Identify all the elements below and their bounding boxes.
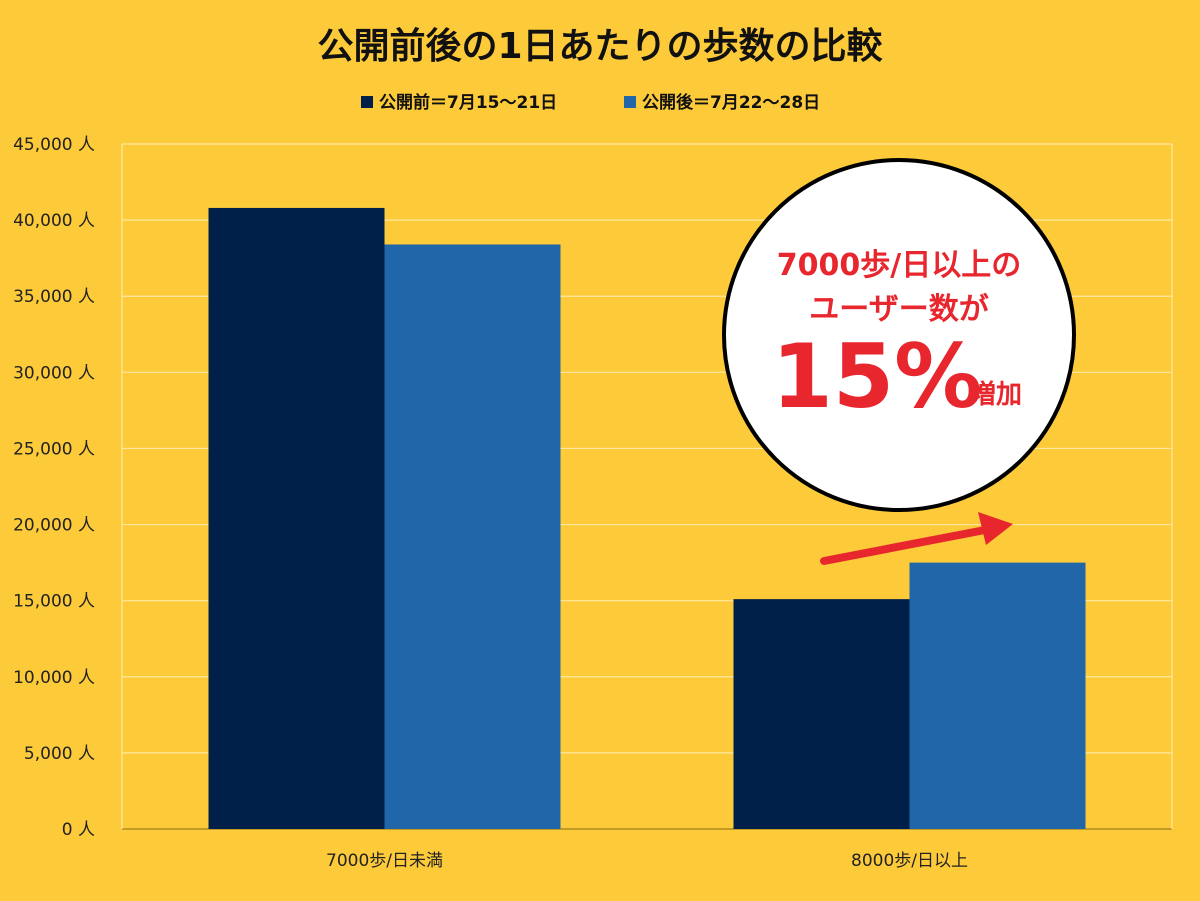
y-tick-label: 35,000 人 <box>13 287 95 307</box>
y-tick-label: 30,000 人 <box>13 363 95 383</box>
bar-before <box>208 207 385 829</box>
y-tick-label: 40,000 人 <box>13 211 95 231</box>
callout-bubble: 7000歩/日以上の ユーザー数が 15% 増加 <box>722 158 1076 512</box>
callout-line-1: 7000歩/日以上の <box>777 248 1021 283</box>
y-axis-ticks: 0 人 5,000 人 10,000 人 15,000 人 20,000 人 25,000… <box>13 135 95 840</box>
y-tick-label: 5,000 人 <box>24 744 95 764</box>
y-tick-label: 25,000 人 <box>13 439 95 459</box>
callout-circle <box>722 158 1076 512</box>
chart-title: 公開前後の1日あたりの歩数の比較 <box>317 26 883 67</box>
y-tick-label: 10,000 人 <box>13 668 95 688</box>
legend-label-before: 公開前＝7月15～21日 <box>379 92 557 113</box>
x-axis-labels: 7000歩/日未満 8000歩/日以上 <box>326 851 968 871</box>
bars <box>208 207 1086 829</box>
category-label: 7000歩/日未満 <box>326 851 443 871</box>
legend: 公開前＝7月15～21日 公開後＝7月22～28日 <box>361 92 820 113</box>
y-tick-label: 20,000 人 <box>13 516 95 536</box>
legend-label-after: 公開後＝7月22～28日 <box>642 92 820 113</box>
category-label: 8000歩/日以上 <box>851 851 968 871</box>
trend-arrow <box>820 512 1013 565</box>
y-tick-label: 0 人 <box>62 820 95 840</box>
y-tick-label: 45,000 人 <box>13 135 95 155</box>
bar-after <box>384 244 561 829</box>
legend-swatch-after <box>624 96 636 108</box>
y-tick-label: 15,000 人 <box>13 592 95 612</box>
bar-before <box>733 599 910 829</box>
bar-after <box>909 562 1086 829</box>
callout-line-2: ユーザー数が <box>809 292 988 327</box>
legend-swatch-before <box>361 96 373 108</box>
callout-percent: 15% <box>772 325 983 428</box>
callout-suffix: 増加 <box>970 380 1022 410</box>
